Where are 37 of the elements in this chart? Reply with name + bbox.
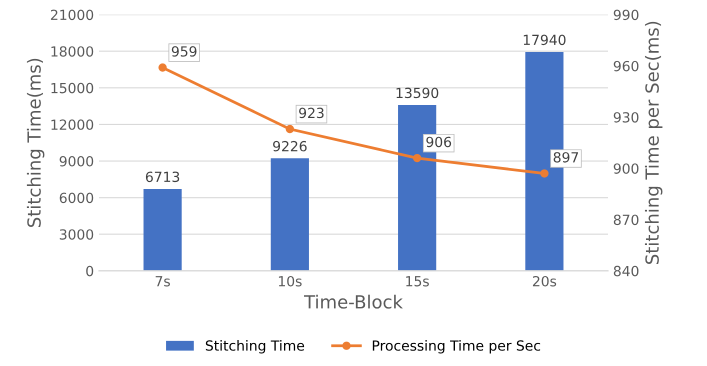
y-axis-title: Stitching Time(ms) <box>26 58 44 228</box>
y2-tick-label: 990 <box>614 10 638 20</box>
x-tick-label: 10s <box>278 276 302 286</box>
y-tick-label: 12000 <box>51 119 94 130</box>
y2-tick-label: 930 <box>614 112 638 123</box>
data-label: 959 <box>172 46 196 57</box>
y-tick-label: 0 <box>86 266 94 276</box>
point <box>540 169 549 178</box>
point <box>286 124 294 134</box>
y2-tick-label: 840 <box>614 266 638 276</box>
point <box>158 63 167 72</box>
legend-label: Processing Time per Sec <box>372 340 540 354</box>
x-tick-label: 15s <box>406 276 429 286</box>
bar <box>270 158 309 271</box>
data-label: 6713 <box>146 172 180 182</box>
data-label: 897 <box>554 152 578 163</box>
legend-label: Stitching Time <box>206 340 304 354</box>
y2-tick-label: 870 <box>614 214 638 226</box>
y2-tick-label: 960 <box>614 60 638 72</box>
y-tick-label: 18000 <box>51 46 94 57</box>
data-label: 923 <box>299 108 324 118</box>
y2-axis-title: Stitching Time per Sec(ms) <box>644 22 662 264</box>
y2-tick-label: 900 <box>614 163 638 174</box>
x-tick-label: 7s <box>156 276 170 286</box>
data-label: 17940 <box>524 34 566 46</box>
data-label: 906 <box>426 136 452 148</box>
point <box>412 154 422 162</box>
data-label: 9226 <box>273 140 307 152</box>
y-tick-label: 9000 <box>60 156 94 167</box>
bar <box>144 188 182 271</box>
y-tick-label: 15000 <box>51 82 94 94</box>
y-tick-label: 3000 <box>60 229 94 240</box>
x-tick-label: 20s <box>532 276 556 286</box>
y-tick-label: 6000 <box>60 192 94 204</box>
data-label: 13590 <box>396 88 438 98</box>
x-axis-title: Time-Block <box>304 294 403 309</box>
y-tick-label: 21000 <box>50 10 94 20</box>
